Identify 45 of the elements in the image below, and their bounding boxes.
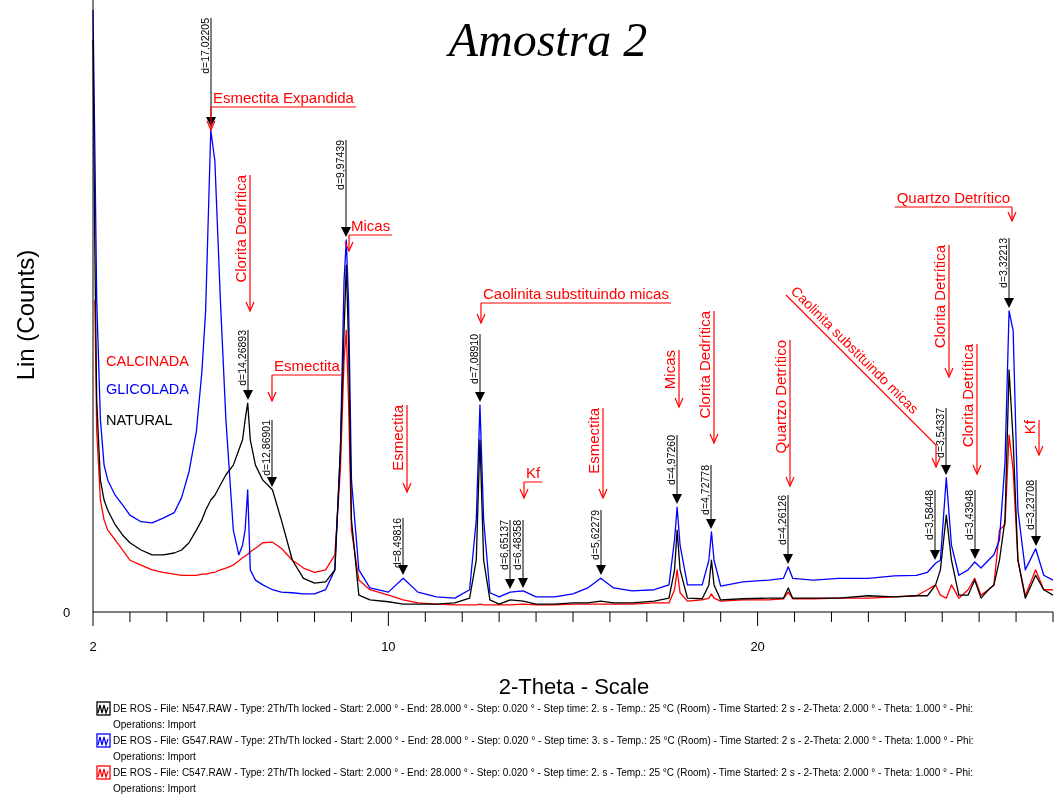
annotation: Caolinita substituindo micas [483, 285, 669, 302]
annotation: d=3,43948 [963, 489, 975, 540]
annotation: d=12,86901 [260, 419, 272, 476]
annotation: d=6,48358 [511, 519, 523, 570]
annotation: Micas [661, 350, 678, 390]
annotation: Micas [351, 217, 391, 234]
x-tick-label: 10 [381, 639, 396, 654]
x-tick-label: 2 [89, 639, 97, 654]
annotation: d=3,58448 [923, 489, 935, 540]
y-axis-title: Lin (Counts) [12, 249, 39, 381]
legend-label: DE ROS - File: C547.RAW - Type: 2Th/Th locked - Start: 2.000 ° - End: 28.000 ° - Step: 0.020 ° - Step time: 2. s - Temp.: 25 °C (Room) - Time Started: 2 s - 2-Theta: 2.000 ° - Theta: 1.000 ° - Phi: Operations: Import [113, 767, 974, 794]
annotation: d=4,26126 [776, 494, 788, 545]
annotation: d=4,97260 [665, 434, 677, 485]
annotation: d=8,49816 [391, 517, 403, 568]
legend-label: DE ROS - File: N547.RAW - Type: 2Th/Th locked - Start: 2.000 ° - End: 28.000 ° - Step: 0.020 ° - Step time: 2. s - Temp.: 25 °C (Room) - Time Started: 2 s - 2-Theta: 2.000 ° - Theta: 1.000 ° - Phi: Operations: Import [113, 703, 974, 730]
annotation: Clorita Detrítica [931, 244, 948, 349]
annotation: Clorita Dedrítica [232, 174, 249, 283]
annotation: d=3,23708 [1024, 479, 1036, 530]
chart-title: Amostra 2 [445, 13, 648, 66]
x-axis-title: 2-Theta - Scale [498, 674, 650, 699]
annotation: Kf [1021, 419, 1038, 435]
annotation: CALCINADA [106, 353, 190, 369]
annotation: d=17,02205 [199, 17, 211, 74]
x-tick-label: 20 [750, 639, 765, 654]
annotation: Quartzo Detrítico [772, 340, 789, 454]
annotation: Clorita Detrítica [959, 343, 976, 448]
annotation: Esmectita [274, 357, 341, 374]
annotation: Esmectita [389, 404, 406, 471]
annotation: GLICOLADA [106, 381, 190, 397]
annotation: d=3,54337 [934, 407, 946, 458]
annotation: Clorita Dedrítica [696, 310, 713, 419]
annotation: NATURAL [106, 412, 173, 428]
legend-label: DE ROS - File: G547.RAW - Type: 2Th/Th locked - Start: 2.000 ° - End: 28.000 ° - Step: 0.020 ° - Step time: 3. s - Temp.: 25 °C (Room) - Time Started: 2 s - 2-Theta: 2.000 ° - Theta: 1.000 ° - Phi: Operations: Import [113, 735, 974, 762]
annotation: d=7,08910 [468, 333, 480, 384]
annotation: d=9,97439 [334, 139, 346, 190]
annotation: Esmectita Expandida [213, 89, 355, 106]
annotation: Quartzo Detrítico [896, 189, 1010, 206]
annotation: d=5,62279 [589, 509, 601, 560]
annotation: d=14,26893 [236, 329, 248, 386]
text: 0 [63, 605, 71, 620]
annotation: d=4,72778 [699, 464, 711, 515]
annotation: Esmectita [585, 407, 602, 474]
annotation: Kf [526, 464, 541, 481]
annotation: d=3,32213 [997, 237, 1009, 288]
annotation: d=6,65137 [498, 519, 510, 570]
